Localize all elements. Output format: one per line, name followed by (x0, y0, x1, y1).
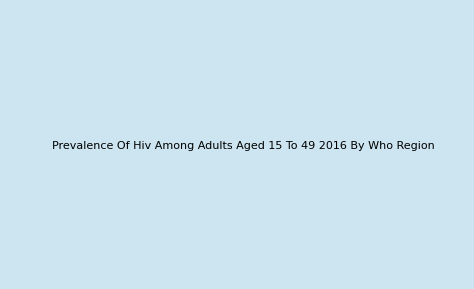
Text: Prevalence Of Hiv Among Adults Aged 15 To 49 2016 By Who Region: Prevalence Of Hiv Among Adults Aged 15 T… (52, 141, 434, 151)
